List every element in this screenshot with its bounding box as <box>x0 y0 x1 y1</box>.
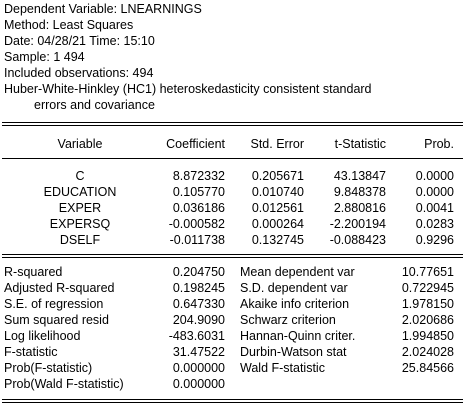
prob-cell: 0.0283 <box>415 217 454 231</box>
stat-label-left: F-statistic <box>4 345 58 359</box>
stat-label-left: Prob(Wald F-statistic) <box>4 377 124 391</box>
sample-line: Sample: 1 494 <box>4 50 85 64</box>
method-line: Method: Least Squares <box>4 18 134 32</box>
stat-label-left: Adjusted R-squared <box>4 281 115 295</box>
stat-value-left: 0.198245 <box>172 281 225 295</box>
variable-cell: EXPER <box>58 201 102 215</box>
stat-label-right: Wald F-statistic <box>240 361 325 375</box>
stat-value-left: 0.204750 <box>172 265 225 279</box>
t-statistic-cell: 2.880816 <box>333 201 386 215</box>
variable-cell: EXPERSQ <box>49 217 111 231</box>
stat-label-left: R-squared <box>4 265 63 279</box>
output-header: Dependent Variable: LNEARNINGS Method: L… <box>4 1 464 113</box>
stat-label-left: Sum squared resid <box>4 313 109 327</box>
stat-value-right: 0.722945 <box>401 281 454 295</box>
table-row: EXPER 0.036186 0.012561 2.880816 0.0041 <box>0 200 465 216</box>
stats-row: Prob(Wald F-statistic) 0.000000 <box>0 376 465 392</box>
stat-value-left: 0.000000 <box>172 361 225 375</box>
stat-value-right: 1.994850 <box>401 329 454 343</box>
stats-row: Log likelihood -483.6031 Hannan-Quinn cr… <box>0 328 465 344</box>
table-top-rule-1 <box>2 122 463 123</box>
variable-cell: EDUCATION <box>43 185 117 199</box>
covariance-note-line-2: errors and covariance <box>34 98 155 112</box>
stat-label-right: Schwarz criterion <box>240 313 336 327</box>
stat-value-left: 204.9090 <box>172 313 225 327</box>
std-error-cell: 0.132745 <box>251 233 304 247</box>
table-row: DSELF -0.011738 0.132745 -0.088423 0.929… <box>0 232 465 248</box>
column-header-t-statistic: t-Statistic <box>334 137 386 151</box>
stat-label-left: Prob(F-statistic) <box>4 361 93 375</box>
table-row: C 8.872332 0.205671 43.13847 0.0000 <box>0 168 465 184</box>
prob-cell: 0.9296 <box>415 233 454 247</box>
stat-label-left: S.E. of regression <box>4 297 104 311</box>
table-top-rule-2 <box>2 125 463 126</box>
t-statistic-cell: -2.200194 <box>329 217 386 231</box>
stats-row: S.E. of regression 0.647330 Akaike info … <box>0 296 465 312</box>
variable-cell: DSELF <box>59 233 101 247</box>
coefficient-cell: 0.036186 <box>172 201 225 215</box>
table-bottom-rule-2 <box>2 402 463 403</box>
coefficient-cell: 0.105770 <box>172 185 225 199</box>
stat-value-left: 0.000000 <box>172 377 225 391</box>
column-header-std-error: Std. Error <box>250 137 305 151</box>
prob-cell: 0.0000 <box>415 185 454 199</box>
stats-row: Sum squared resid 204.9090 Schwarz crite… <box>0 312 465 328</box>
observations-line: Included observations: 494 <box>4 66 154 80</box>
prob-cell: 0.0000 <box>415 169 454 183</box>
t-statistic-cell: -0.088423 <box>329 233 386 247</box>
stat-value-left: 0.647330 <box>172 297 225 311</box>
column-header-coefficient: Coefficient <box>166 137 225 151</box>
prob-cell: 0.0041 <box>415 201 454 215</box>
variable-cell: C <box>75 169 85 183</box>
stat-value-right: 2.024028 <box>401 345 454 359</box>
stats-row: R-squared 0.204750 Mean dependent var 10… <box>0 264 465 280</box>
date-time-line: Date: 04/28/21 Time: 15:10 <box>4 34 155 48</box>
stats-row: Adjusted R-squared 0.198245 S.D. depende… <box>0 280 465 296</box>
coefficient-cell: -0.011738 <box>169 233 225 247</box>
table-row: EDUCATION 0.105770 0.010740 9.848378 0.0… <box>0 184 465 200</box>
column-header-prob: Prob. <box>424 137 454 151</box>
stat-value-right: 2.020686 <box>401 313 454 327</box>
stat-value-right: 10.77651 <box>401 265 454 279</box>
dependent-variable-line: Dependent Variable: LNEARNINGS <box>4 2 202 16</box>
stat-label-right: Durbin-Watson stat <box>240 345 347 359</box>
header-bottom-rule <box>2 158 463 159</box>
stat-label-left: Log likelihood <box>4 329 81 343</box>
stat-value-left: -483.6031 <box>168 329 225 343</box>
middle-rule-2 <box>2 257 463 258</box>
std-error-cell: 0.012561 <box>251 201 304 215</box>
stats-row: Prob(F-statistic) 0.000000 Wald F-statis… <box>0 360 465 376</box>
coefficient-cell: 8.872332 <box>172 169 225 183</box>
std-error-cell: 0.010740 <box>251 185 304 199</box>
stat-value-right: 1.978150 <box>401 297 454 311</box>
middle-rule-1 <box>2 254 463 255</box>
stat-label-right: Hannan-Quinn criter. <box>240 329 356 343</box>
stat-value-right: 25.84566 <box>401 361 454 375</box>
column-header-variable: Variable <box>57 137 103 151</box>
table-row: EXPERSQ -0.000582 0.000264 -2.200194 0.0… <box>0 216 465 232</box>
stats-row: F-statistic 31.47522 Durbin-Watson stat … <box>0 344 465 360</box>
t-statistic-cell: 9.848378 <box>333 185 386 199</box>
stat-label-right: S.D. dependent var <box>240 281 348 295</box>
t-statistic-cell: 43.13847 <box>333 169 386 183</box>
table-bottom-rule-1 <box>2 399 463 400</box>
stat-value-left: 31.47522 <box>172 345 225 359</box>
stat-label-right: Akaike info criterion <box>240 297 350 311</box>
std-error-cell: 0.000264 <box>251 217 304 231</box>
coefficient-cell: -0.000582 <box>168 217 225 231</box>
stat-label-right: Mean dependent var <box>240 265 355 279</box>
std-error-cell: 0.205671 <box>251 169 304 183</box>
covariance-note-line-1: Huber-White-Hinkley (HC1) heteroskedasti… <box>4 82 372 96</box>
